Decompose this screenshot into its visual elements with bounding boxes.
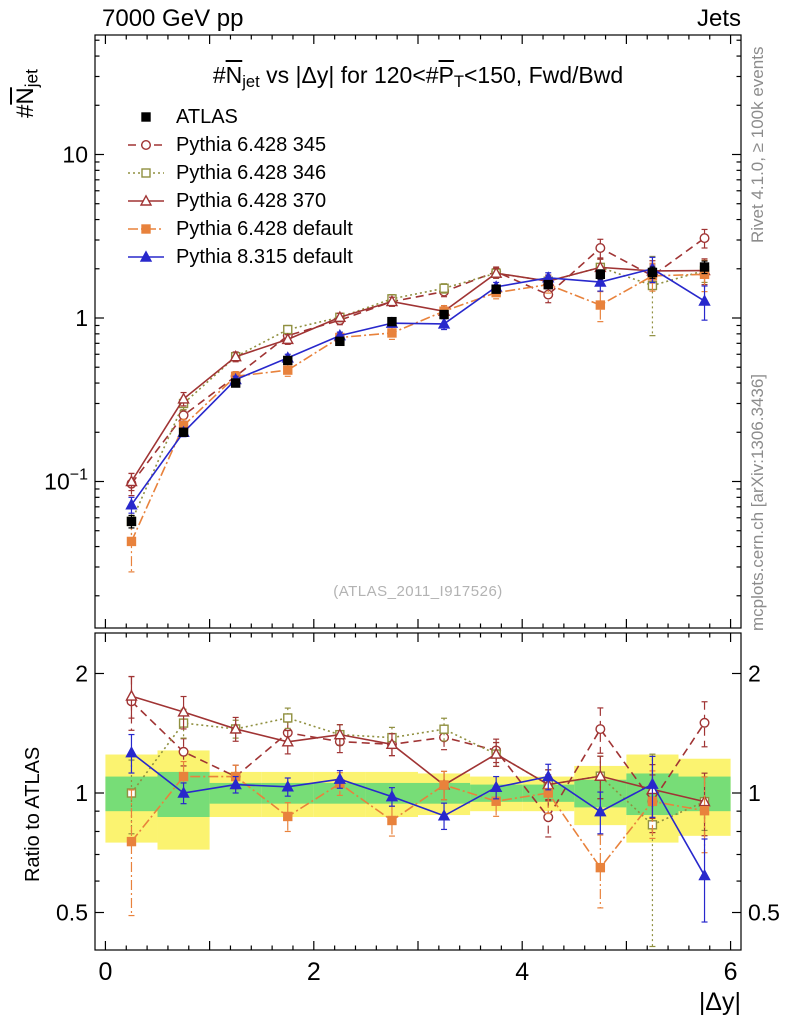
legend-marker-icon xyxy=(128,250,164,262)
ratio-y-tick-label-left: 2 xyxy=(75,660,88,686)
ratio-y-tick-label-right: 2 xyxy=(748,660,761,686)
legend-marker-icon xyxy=(141,112,151,122)
main-y-tick-label: 10−1 xyxy=(44,467,88,495)
legend-label: ATLAS xyxy=(176,105,238,128)
x-tick-label: 2 xyxy=(307,958,321,986)
legend-item-pythia-6.428-default: Pythia 6.428 default xyxy=(126,215,353,243)
legend-marker-icon xyxy=(128,224,164,234)
analysis-id-watermark: (ATLAS_2011_I917526) xyxy=(333,583,503,600)
main-y-tick-label: 1 xyxy=(75,305,88,331)
series-atlas xyxy=(126,260,710,529)
mcplots-attribution-note: mcplots.cern.ch [arXiv:1306.3436] xyxy=(748,373,767,631)
title-mid-text: vs |Δy| for 120<# xyxy=(259,62,439,88)
axes-frame xyxy=(94,34,742,951)
legend-label: Pythia 6.428 346 xyxy=(176,161,327,184)
legend-marker-icon xyxy=(128,168,164,178)
y-title-subscript: jet xyxy=(21,69,42,88)
y-title-symbol: N xyxy=(12,87,39,105)
series-pythia-8.315-default xyxy=(125,733,711,923)
series-pythia-8.315-default xyxy=(125,256,711,514)
main-panel-series xyxy=(125,228,711,573)
beam-energy-label: 7000 GeV pp xyxy=(102,5,244,32)
legend-label: Pythia 8.315 default xyxy=(176,245,353,268)
series-pythia-6.428-default xyxy=(126,760,710,917)
series-pythia-6.428-346 xyxy=(126,707,710,948)
legend-label: Pythia 6.428 370 xyxy=(176,189,327,212)
plot-title: #Njet vs |Δy| for 120<#PT<150, Fwd/Bwd xyxy=(95,62,741,92)
legend: ATLAS Pythia 6.428 345 Pythia 6.428 346 Pyt… xyxy=(126,103,353,271)
ratio-y-tick-label-right: 1 xyxy=(748,780,761,806)
y-title-hash: # xyxy=(12,104,39,118)
title-njet-subscript: jet xyxy=(242,72,260,92)
title-pt-symbol: P xyxy=(438,62,454,88)
x-tick-label: 6 xyxy=(724,958,738,986)
title-njet-symbol: N xyxy=(225,62,243,88)
legend-item-atlas: ATLAS xyxy=(126,103,353,131)
main-y-axis-title: #Njet xyxy=(12,69,42,118)
ratio-panel-series xyxy=(125,675,711,948)
legend-label: Pythia 6.428 default xyxy=(176,217,353,240)
legend-item-pythia-6.428-346: Pythia 6.428 346 xyxy=(126,159,353,187)
legend-item-pythia-6.428-370: Pythia 6.428 370 xyxy=(126,187,353,215)
process-label: Jets xyxy=(696,5,741,32)
ratio-y-axis-title: Ratio to ATLAS xyxy=(22,746,44,882)
main-y-tick-label: 10 xyxy=(62,142,88,168)
title-hash: # xyxy=(212,62,226,88)
legend-item-pythia-6.428-345: Pythia 6.428 345 xyxy=(126,131,353,159)
ratio-y-tick-label-right: 0.5 xyxy=(748,900,780,926)
legend-label: Pythia 6.428 345 xyxy=(176,133,327,156)
series-pythia-6.428-346 xyxy=(126,255,710,539)
rivet-version-note: Rivet 4.1.0, ≥ 100k events xyxy=(748,46,767,243)
legend-marker-icon xyxy=(128,194,164,206)
legend-item-pythia-8.315-default: Pythia 8.315 default xyxy=(126,243,353,271)
x-tick-label: 0 xyxy=(98,958,112,986)
tick-labels: 10 1 10−1 2 2 1 1 0.5 0.5 0 2 4 6 xyxy=(44,142,780,987)
ratio-y-tick-label-left: 1 xyxy=(75,780,88,806)
x-tick-label: 4 xyxy=(515,958,529,986)
title-tail-text: <150, Fwd/Bwd xyxy=(464,62,624,88)
title-pt-subscript: T xyxy=(453,72,464,92)
ratio-y-tick-label-left: 0.5 xyxy=(56,900,88,926)
series-pythia-6.428-370 xyxy=(125,258,711,492)
legend-marker-icon xyxy=(128,139,164,151)
x-axis-title: |Δy| xyxy=(698,988,741,1016)
